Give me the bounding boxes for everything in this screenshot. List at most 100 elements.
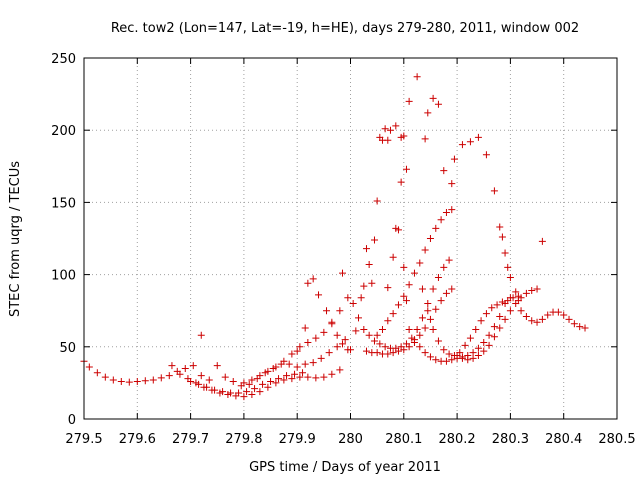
data-point: [517, 307, 525, 315]
data-point: [365, 331, 373, 339]
data-point: [450, 155, 458, 163]
data-point: [240, 393, 248, 401]
x-tick-label: 279.7: [172, 432, 209, 447]
data-point: [312, 334, 320, 342]
data-point: [341, 336, 349, 344]
data-point: [235, 389, 243, 397]
data-point: [440, 263, 448, 271]
data-point: [93, 369, 101, 377]
data-point: [109, 376, 117, 384]
data-point: [213, 362, 221, 370]
data-point: [386, 126, 394, 134]
data-point: [490, 333, 498, 341]
data-point: [538, 315, 546, 323]
data-point: [512, 299, 520, 307]
data-point: [195, 380, 203, 388]
data-point: [405, 281, 413, 289]
data-point: [405, 97, 413, 105]
data-point: [347, 346, 354, 354]
data-point: [296, 373, 304, 381]
data-point: [389, 253, 397, 261]
data-point: [445, 350, 453, 358]
data-point: [418, 285, 426, 293]
data-point: [522, 289, 530, 297]
data-point: [466, 138, 474, 146]
data-point: [442, 289, 450, 297]
data-point: [400, 346, 408, 354]
data-point: [538, 237, 546, 245]
data-point: [490, 323, 498, 331]
data-point: [187, 377, 195, 385]
data-point: [373, 349, 381, 357]
data-point: [256, 388, 264, 396]
data-point: [448, 356, 456, 364]
x-tick-label: 279.8: [225, 432, 262, 447]
x-axis-label: GPS time / Days of year 2011: [249, 460, 441, 475]
data-point: [272, 379, 280, 387]
data-point: [522, 312, 530, 320]
data-point: [293, 347, 301, 355]
data-point: [466, 334, 474, 342]
data-point: [264, 383, 272, 391]
data-point: [219, 388, 227, 396]
data-point: [496, 223, 504, 231]
data-point: [317, 354, 325, 362]
data-point: [416, 259, 424, 267]
data-point: [267, 377, 275, 385]
x-tick-label: 279.6: [119, 432, 156, 447]
chart-title: Rec. tow2 (Lon=147, Lat=-19, h=HE), days…: [111, 21, 579, 36]
data-point: [397, 178, 405, 186]
data-point: [421, 349, 429, 357]
data-point: [285, 360, 293, 368]
data-point: [243, 388, 251, 396]
data-point: [165, 372, 173, 380]
data-point: [437, 216, 445, 224]
data-point: [442, 209, 450, 217]
data-point: [328, 320, 336, 328]
data-point: [256, 372, 264, 380]
data-point: [477, 317, 485, 325]
data-point: [384, 350, 392, 358]
data-point: [333, 331, 341, 339]
data-point: [389, 310, 397, 318]
data-point: [301, 360, 309, 368]
data-point: [528, 317, 536, 325]
data-point: [424, 307, 432, 315]
data-point: [315, 291, 323, 299]
data-point: [259, 380, 267, 388]
data-point: [309, 359, 317, 367]
data-point: [328, 370, 336, 378]
data-point: [368, 279, 376, 287]
data-point: [251, 385, 259, 393]
data-point: [485, 331, 493, 339]
data-point: [410, 269, 418, 277]
data-point: [421, 324, 429, 332]
data-point: [320, 328, 328, 336]
data-point: [480, 347, 488, 355]
data-point: [349, 299, 357, 307]
data-point: [560, 311, 568, 319]
data-point: [293, 363, 301, 371]
data-point: [392, 122, 400, 130]
data-point: [168, 362, 176, 370]
data-point: [565, 315, 573, 323]
x-tick-label: 279.5: [65, 432, 102, 447]
data-point: [189, 362, 197, 370]
data-point: [309, 275, 317, 283]
data-point: [394, 347, 402, 355]
data-point: [336, 366, 344, 374]
data-point: [248, 376, 256, 384]
data-point: [288, 375, 296, 383]
data-point: [506, 273, 514, 281]
data-point: [488, 304, 496, 312]
data-point: [400, 263, 408, 271]
data-point: [141, 377, 149, 385]
x-tick-label: 280.4: [545, 432, 582, 447]
data-point: [381, 125, 389, 133]
data-point: [240, 379, 248, 387]
data-point: [299, 369, 307, 377]
data-point: [357, 294, 365, 302]
data-point: [504, 263, 512, 271]
data-point: [133, 377, 141, 385]
data-point: [157, 374, 165, 382]
